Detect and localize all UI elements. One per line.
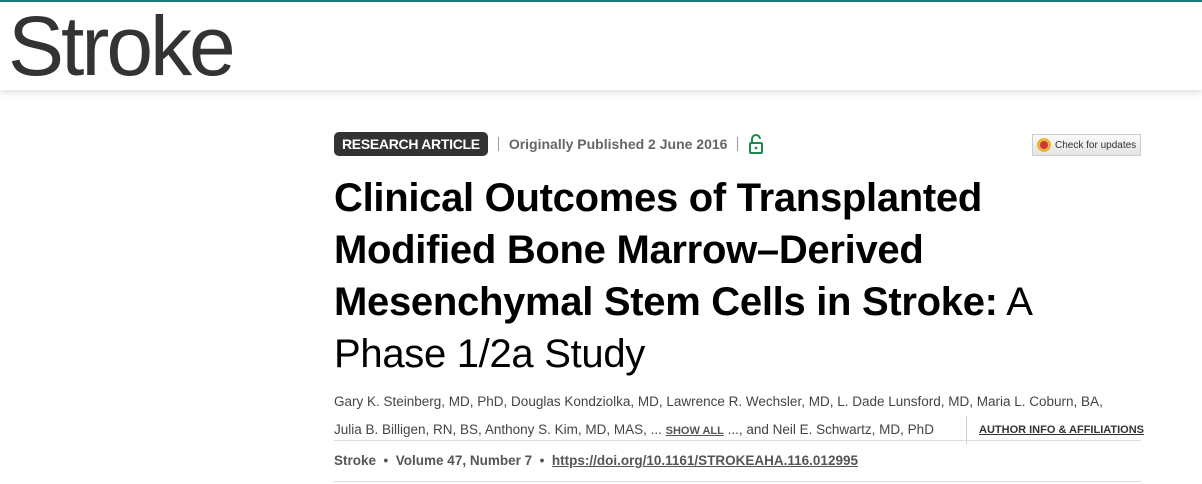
site-header: Stroke [0, 0, 1202, 93]
authors-line: ..., and Neil E. Schwartz, MD, PhD [723, 422, 934, 437]
doi-link[interactable]: https://doi.org/10.1161/STROKEAHA.116.01… [551, 453, 858, 468]
citation-journal: Stroke [334, 453, 377, 468]
divider [497, 137, 499, 151]
bullet: • [539, 453, 545, 468]
authors-line: Julia B. Billigen, RN, BS, Anthony S. Ki… [334, 422, 666, 437]
top-accent-line [0, 0, 1202, 2]
divider [334, 481, 1141, 482]
check-updates-label: Check for updates [1055, 139, 1137, 151]
article-type-badge: RESEARCH ARTICLE [334, 132, 488, 156]
show-all-authors-link[interactable]: SHOW ALL [665, 425, 724, 437]
article-meta: RESEARCH ARTICLE Originally Published 2 … [334, 132, 764, 156]
open-lock-icon [749, 134, 764, 154]
crossmark-icon [1037, 138, 1051, 152]
check-for-updates-button[interactable]: Check for updates [1032, 134, 1141, 156]
title-subtitle: A Phase 1/2a Study [334, 280, 1031, 376]
published-date: Originally Published 2 June 2016 [508, 136, 728, 152]
bullet: • [383, 453, 389, 468]
divider [334, 440, 1141, 441]
citation: Stroke • Volume 47, Number 7 • https://d… [334, 453, 858, 468]
authors-line: Gary K. Steinberg, MD, PhD, Douglas Kond… [334, 394, 1103, 409]
title-main: Clinical Outcomes of Transplanted Modifi… [334, 176, 998, 324]
author-list: Gary K. Steinberg, MD, PhD, Douglas Kond… [334, 388, 1144, 445]
journal-logo[interactable]: Stroke [8, 0, 236, 93]
author-info-link[interactable]: AUTHOR INFO & AFFILIATIONS [966, 416, 1144, 444]
article-title: Clinical Outcomes of Transplanted Modifi… [334, 172, 1134, 380]
divider [737, 137, 739, 151]
citation-volume: Volume 47, Number 7 [395, 453, 533, 468]
